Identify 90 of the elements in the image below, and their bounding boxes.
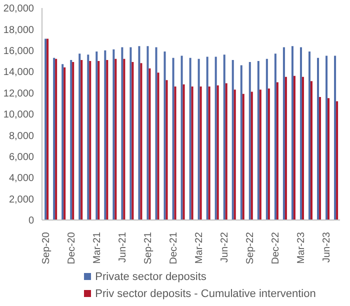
bar xyxy=(132,62,134,220)
y-tick-label: 0 xyxy=(28,216,34,227)
bar xyxy=(206,56,208,220)
bar xyxy=(62,64,64,220)
y-tick-label: 4,000 xyxy=(8,173,34,184)
bar xyxy=(89,61,92,220)
bar xyxy=(259,90,262,220)
bar xyxy=(248,62,251,220)
bar xyxy=(293,76,296,220)
y-tick-label: 8,000 xyxy=(8,130,34,142)
x-tick-label: Dec-21 xyxy=(168,232,180,264)
x-tick-label: Sep-22 xyxy=(245,232,256,264)
x-tick-label: Mar-22 xyxy=(194,232,206,264)
x-tick-label: Mar-23 xyxy=(296,232,308,264)
y-tick-label: 20,000 xyxy=(3,4,34,15)
bar xyxy=(308,51,310,220)
y-tick-label: 10,000 xyxy=(3,110,34,121)
bar xyxy=(191,86,194,220)
bar xyxy=(182,84,185,220)
y-tick-label: 6,000 xyxy=(8,152,34,163)
bar xyxy=(72,62,74,220)
bar xyxy=(130,47,132,220)
x-tick-label: Dec-20 xyxy=(66,232,78,264)
bar xyxy=(300,47,302,220)
x-tick-label: Jun-23 xyxy=(322,232,333,263)
bar xyxy=(198,58,200,220)
bar xyxy=(174,86,176,220)
bar xyxy=(291,46,294,220)
bar xyxy=(232,60,234,220)
bar xyxy=(250,92,253,220)
bar xyxy=(282,47,285,220)
bar xyxy=(310,81,312,220)
bar xyxy=(257,61,260,220)
bar xyxy=(155,47,158,220)
bar xyxy=(70,60,72,220)
bar xyxy=(216,85,219,220)
legend-label: Private sector deposits xyxy=(95,270,206,282)
y-tick-label: 16,000 xyxy=(3,46,34,57)
bar xyxy=(214,56,217,220)
x-tick-label: Dec-22 xyxy=(270,232,282,264)
bar xyxy=(317,58,320,220)
bar xyxy=(157,72,160,220)
bar xyxy=(336,101,338,220)
bar xyxy=(80,60,83,220)
bar xyxy=(106,60,108,220)
bar xyxy=(225,83,228,220)
bar xyxy=(114,58,117,220)
bar xyxy=(146,46,149,220)
bar xyxy=(189,58,192,220)
bar xyxy=(104,50,106,220)
bar xyxy=(96,51,98,220)
bar xyxy=(242,94,244,220)
y-tick-label: 12,000 xyxy=(3,88,34,100)
bar xyxy=(319,97,322,220)
bar xyxy=(78,54,81,220)
x-tick-label: Mar-21 xyxy=(92,232,103,264)
bar xyxy=(208,86,210,220)
bar xyxy=(140,63,142,220)
x-tick-label: Sep-20 xyxy=(40,232,52,264)
bar xyxy=(123,58,126,220)
bar xyxy=(138,46,140,220)
bar xyxy=(234,90,236,220)
bar xyxy=(180,56,183,220)
bar xyxy=(276,82,278,220)
bar xyxy=(266,58,268,220)
bar xyxy=(87,54,90,220)
bar xyxy=(268,88,270,220)
bar xyxy=(334,56,336,220)
bar xyxy=(200,86,202,220)
bar xyxy=(274,54,276,220)
y-tick-label: 14,000 xyxy=(3,67,34,78)
x-tick-label: Sep-21 xyxy=(142,232,154,264)
bar xyxy=(98,61,100,220)
bar xyxy=(148,68,151,220)
bar xyxy=(172,58,174,220)
bar xyxy=(164,51,166,220)
bar xyxy=(284,76,287,220)
bar xyxy=(240,65,242,220)
bar xyxy=(326,56,328,220)
legend-label: Priv sector deposits - Cumulative intervention xyxy=(95,288,316,300)
x-tick-label: Jun-21 xyxy=(117,232,128,263)
bar xyxy=(166,80,168,220)
bar xyxy=(121,47,124,220)
bar xyxy=(112,49,115,220)
bar xyxy=(328,98,330,220)
bar xyxy=(302,76,304,220)
x-tick-label: Jun-22 xyxy=(220,232,231,263)
bar xyxy=(223,54,226,220)
y-tick-label: 2,000 xyxy=(8,194,34,206)
y-tick-label: 18,000 xyxy=(3,24,34,36)
